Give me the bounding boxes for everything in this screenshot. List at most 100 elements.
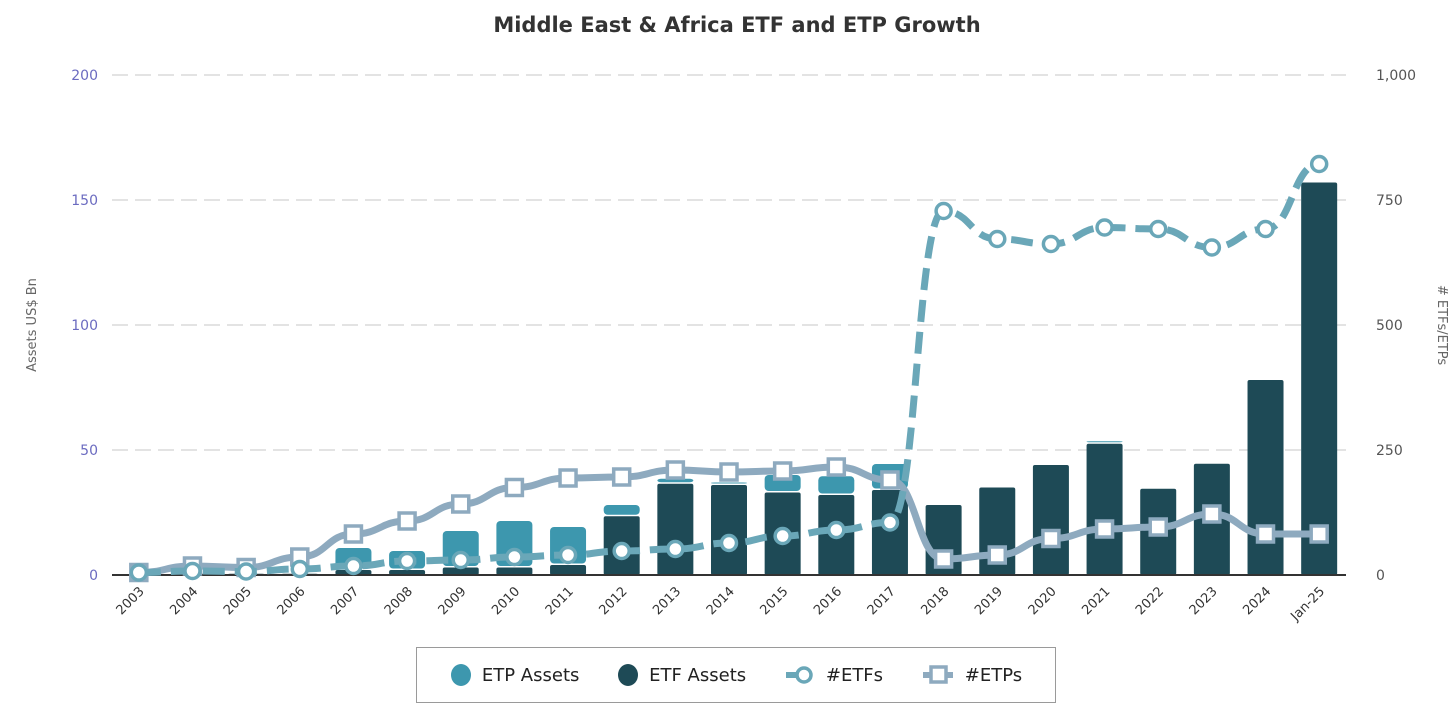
marker-etps <box>987 545 1008 565</box>
marker-etfs <box>451 550 470 570</box>
bar-etf-assets <box>657 483 694 575</box>
left-axis: 0 50 100 150 200 <box>71 68 98 584</box>
y-tick-label-left: 0 <box>89 568 98 584</box>
x-tick-label: 2010 <box>489 584 523 618</box>
x-tick-label: 2019 <box>972 584 1006 618</box>
right-axis: 0 250 500 750 1,000 <box>1376 68 1416 584</box>
marker-etfs <box>988 229 1007 249</box>
marker-etps <box>397 511 417 531</box>
x-axis-ticks: 2003 2004 2005 2006 2007 2008 2009 2010 2011 2012… <box>114 584 1328 625</box>
bar-etp-assets <box>818 476 855 494</box>
marker-etfs <box>880 513 900 532</box>
marker-etps <box>665 460 686 480</box>
marker-etfs <box>773 526 792 546</box>
y-tick-label-left: 100 <box>71 318 98 334</box>
marker-etfs <box>934 201 953 221</box>
chart-title: Middle East & Africa ETF and ETP Growth <box>493 13 980 37</box>
marker-etfs <box>1202 238 1222 257</box>
y-tick-label-right: 1,000 <box>1376 68 1416 84</box>
marker-etfs <box>612 541 631 561</box>
legend-label: #ETFs <box>825 664 884 686</box>
x-tick-label: 2005 <box>221 584 255 618</box>
marker-etps <box>826 457 847 477</box>
y-tick-label-right: 250 <box>1376 443 1403 459</box>
bar-etf-assets <box>389 570 426 575</box>
marker-etps <box>611 467 632 487</box>
x-tick-label: 2022 <box>1133 584 1167 618</box>
x-tick-label: 2016 <box>811 584 845 618</box>
marker-etps <box>880 470 900 490</box>
x-tick-label: 2017 <box>865 584 899 618</box>
bar-etf-assets <box>1032 465 1069 575</box>
bar-etf-assets <box>711 485 747 575</box>
x-tick-label: 2023 <box>1187 584 1221 618</box>
lines <box>129 154 1329 583</box>
x-tick-label: 2003 <box>114 584 148 618</box>
x-tick-label: 2021 <box>1079 584 1113 618</box>
marker-etfs <box>719 533 739 553</box>
etf-assets-dot-icon <box>618 664 639 686</box>
etfs-line-circle-icon <box>785 666 813 684</box>
marker-etfs <box>1095 218 1114 237</box>
marker-etfs <box>129 563 149 582</box>
marker-etps <box>1148 517 1168 537</box>
marker-etfs <box>1309 154 1329 174</box>
legend-item-etf-assets[interactable]: ETF Assets <box>617 664 746 686</box>
legend-label: #ETPs <box>964 664 1023 686</box>
gridlines <box>112 74 1346 451</box>
x-tick-label: 2004 <box>167 584 201 618</box>
legend-item-etp-assets[interactable]: ETP Assets <box>450 664 580 686</box>
y-tick-label-right: 0 <box>1376 568 1385 584</box>
legend-label: ETP Assets <box>481 664 580 686</box>
marker-etps <box>1202 504 1222 524</box>
x-tick-label: 2009 <box>436 584 470 618</box>
y-tick-label-left: 200 <box>71 68 98 84</box>
bar-etf-assets <box>442 567 479 575</box>
bar-etf-assets <box>550 565 587 575</box>
marker-etfs <box>397 551 417 571</box>
marker-etfs <box>1148 219 1168 239</box>
marker-etps <box>558 468 578 488</box>
x-tick-label: Jan-25 <box>1287 584 1328 625</box>
marker-etps <box>1255 524 1276 544</box>
bar-etf-assets <box>1086 443 1123 575</box>
x-tick-label: 2006 <box>275 584 309 618</box>
etp-assets-dot-icon <box>450 664 471 686</box>
marker-etps <box>1309 524 1329 544</box>
bar-etf-assets <box>496 567 533 575</box>
marker-etfs <box>1041 234 1061 254</box>
x-tick-label: 2007 <box>328 584 362 618</box>
legend-item-etfs-count[interactable]: #ETFs <box>784 664 883 686</box>
x-tick-label: 2018 <box>918 584 952 618</box>
marker-etps <box>450 494 471 514</box>
bar-etf-assets <box>1247 380 1284 575</box>
y-tick-label-left: 50 <box>80 443 98 459</box>
marker-etfs <box>1256 219 1275 239</box>
x-tick-label: 2020 <box>1026 584 1060 618</box>
marker-etps <box>772 461 793 481</box>
legend-item-etps-count[interactable]: #ETPs <box>921 664 1022 686</box>
etps-line-square-icon <box>922 665 953 684</box>
marker-etps <box>933 549 954 569</box>
marker-etps <box>1094 519 1115 539</box>
y-tick-label-right: 500 <box>1376 318 1403 334</box>
marker-etfs <box>558 545 578 565</box>
x-tick-label: 2013 <box>650 584 684 618</box>
y-tick-label-left: 150 <box>71 193 98 209</box>
x-tick-label: 2024 <box>1240 584 1274 618</box>
marker-etfs <box>505 547 524 567</box>
bar-etp-assets <box>711 482 747 484</box>
x-tick-label: 2012 <box>597 584 631 618</box>
marker-etfs <box>344 556 363 576</box>
marker-etfs <box>290 559 310 579</box>
marker-etps <box>719 462 739 482</box>
marker-etfs <box>666 539 685 559</box>
left-axis-title: Assets US$ Bn <box>25 278 40 372</box>
marker-etps <box>343 524 364 544</box>
marker-etfs <box>827 520 846 540</box>
marker-etps <box>504 477 525 498</box>
y-tick-label-right: 750 <box>1376 193 1403 209</box>
marker-etfs <box>183 561 202 581</box>
bar-etp-assets <box>1086 441 1123 443</box>
